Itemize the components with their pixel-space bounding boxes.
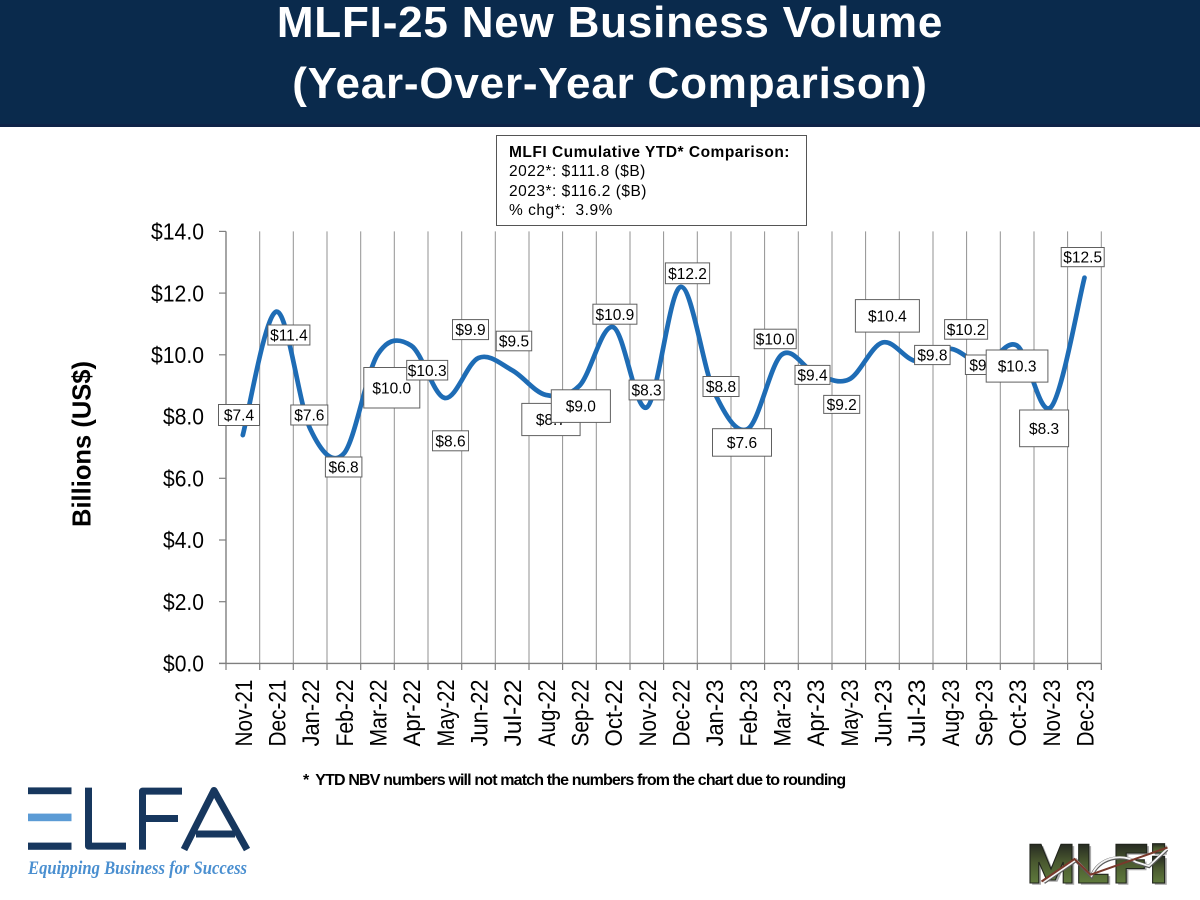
svg-text:$14.0: $14.0 [151, 219, 204, 245]
svg-text:$9.2: $9.2 [827, 397, 857, 414]
svg-text:$12.0: $12.0 [151, 280, 204, 306]
svg-text:Dec-23: Dec-23 [1073, 680, 1100, 747]
svg-text:$10.3: $10.3 [998, 359, 1037, 376]
svg-text:$10.4: $10.4 [868, 309, 907, 326]
svg-text:$2.0: $2.0 [163, 589, 204, 615]
svg-text:Feb-22: Feb-22 [332, 680, 359, 747]
svg-text:$11.4: $11.4 [270, 328, 308, 345]
svg-text:May-23: May-23 [837, 680, 864, 747]
svg-text:Jul-22: Jul-22 [500, 680, 527, 747]
svg-text:$12.5: $12.5 [1063, 250, 1102, 267]
svg-text:$7.6: $7.6 [294, 408, 324, 425]
svg-text:$10.3: $10.3 [408, 363, 447, 380]
svg-text:Apr-23: Apr-23 [803, 680, 830, 747]
svg-text:Nov-23: Nov-23 [1039, 680, 1066, 747]
svg-text:$6.8: $6.8 [329, 460, 359, 477]
svg-text:Apr-22: Apr-22 [399, 680, 426, 747]
svg-text:$10.2: $10.2 [947, 322, 986, 339]
svg-text:Aug-23: Aug-23 [938, 680, 965, 747]
svg-text:Jan-23: Jan-23 [702, 680, 729, 747]
svg-text:$0.0: $0.0 [163, 651, 204, 677]
svg-text:May-22: May-22 [433, 680, 460, 747]
svg-text:Jan-22: Jan-22 [298, 680, 325, 747]
svg-text:Feb-23: Feb-23 [736, 680, 763, 747]
svg-text:Equipping Business for Success: Equipping Business for Success [27, 858, 247, 879]
svg-text:$7.4: $7.4 [224, 408, 255, 425]
svg-text:$10.0: $10.0 [151, 342, 204, 368]
svg-text:Sep-22: Sep-22 [568, 680, 595, 747]
svg-text:$8.3: $8.3 [1029, 421, 1059, 438]
svg-text:Billions (US$): Billions (US$) [67, 361, 97, 527]
svg-text:$12.2: $12.2 [668, 266, 707, 283]
svg-text:$8.6: $8.6 [435, 433, 465, 450]
svg-text:$4.0: $4.0 [163, 527, 204, 553]
svg-text:Mar-23: Mar-23 [770, 680, 797, 747]
svg-text:$9.8: $9.8 [917, 348, 947, 365]
svg-text:Aug-22: Aug-22 [534, 680, 561, 747]
svg-text:$9.9: $9.9 [455, 322, 485, 339]
svg-text:$10.9: $10.9 [596, 307, 635, 324]
svg-text:$7.6: $7.6 [727, 435, 757, 452]
svg-text:$9.5: $9.5 [499, 334, 529, 351]
svg-text:$9.4: $9.4 [797, 368, 828, 385]
svg-text:Nov-22: Nov-22 [635, 680, 662, 747]
svg-text:Dec-21: Dec-21 [265, 680, 292, 747]
svg-text:Jun-22: Jun-22 [467, 680, 494, 747]
svg-text:$8.0: $8.0 [163, 404, 204, 430]
svg-text:Nov-21: Nov-21 [231, 680, 258, 747]
svg-text:$10.0: $10.0 [756, 332, 795, 349]
svg-text:$6.0: $6.0 [163, 466, 204, 492]
svg-text:$9.0: $9.0 [566, 399, 597, 416]
svg-text:Jun-23: Jun-23 [871, 680, 898, 747]
svg-text:$8.8: $8.8 [706, 379, 736, 396]
svg-text:Oct-23: Oct-23 [1005, 680, 1032, 747]
svg-text:Oct-22: Oct-22 [601, 680, 628, 747]
svg-text:Sep-23: Sep-23 [972, 680, 999, 747]
svg-text:Mar-22: Mar-22 [366, 680, 393, 747]
svg-text:$8.3: $8.3 [632, 383, 662, 400]
svg-text:Dec-22: Dec-22 [669, 680, 696, 747]
svg-text:Jul-23: Jul-23 [904, 680, 931, 747]
svg-text:$10.0: $10.0 [372, 380, 411, 397]
